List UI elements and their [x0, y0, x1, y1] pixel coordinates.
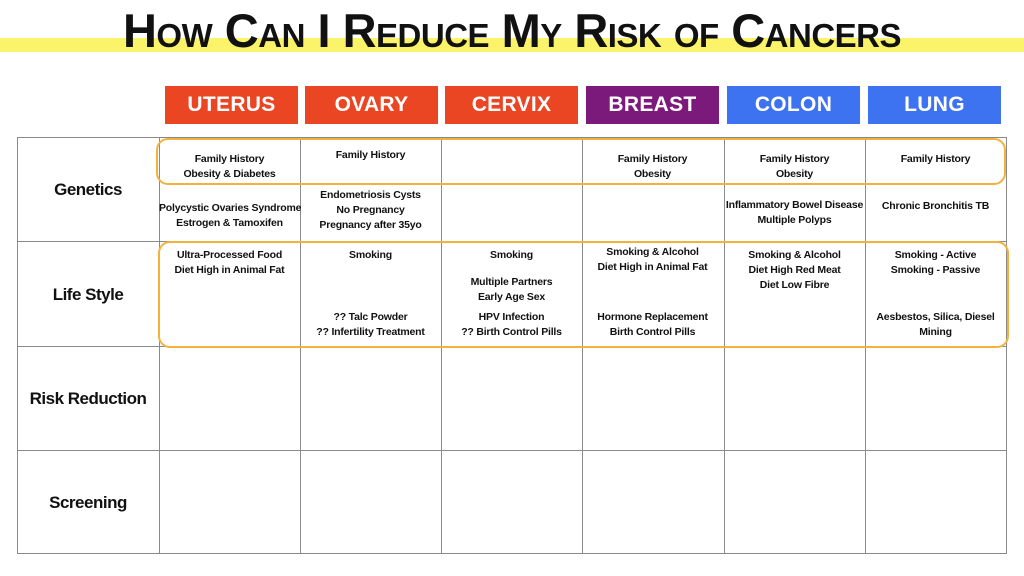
- column-divider: [865, 137, 866, 554]
- lifestyle-primary-ovary-cell: Smoking: [300, 248, 441, 263]
- risk-factor-text: Family History: [617, 153, 688, 165]
- risk-factor-text: Smoking: [349, 249, 392, 261]
- risk-factor-text: Diet Low Fibre: [759, 279, 830, 291]
- risk-factor-text: ?? Talc Powder: [333, 311, 408, 323]
- genetics-other-lung-cell: Chronic Bronchitis TB: [865, 199, 1006, 214]
- genetics-other-uterus-cell: Polycystic Ovaries Syndrome Estrogen & Ta…: [159, 201, 302, 231]
- genetics-highlight-oval: [156, 138, 1006, 185]
- lifestyle-primary-lung-cell: Smoking - Active Smoking - Passive: [865, 248, 1006, 278]
- risk-factor-text: Mining: [919, 326, 952, 338]
- row-label-life-style: Life Style: [52, 285, 124, 304]
- risk-factor-text: ?? Infertility Treatment: [316, 326, 425, 338]
- risk-table: [17, 137, 1007, 554]
- column-header-breast: BREAST: [586, 86, 719, 124]
- column-header-uterus: UTERUS: [165, 86, 298, 124]
- risk-factor-text: Family History: [194, 153, 265, 165]
- genetics-family-breast-cell: Family History Obesity: [582, 152, 723, 182]
- risk-factor-text: HPV Infection: [478, 311, 545, 323]
- column-header-cervix: CERVIX: [445, 86, 578, 124]
- risk-factor-text: Diet High in Animal Fat: [174, 264, 285, 276]
- genetics-family-colon-cell: Family History Obesity: [724, 152, 865, 182]
- lifestyle-primary-cervix-cell: Smoking: [441, 248, 582, 263]
- lifestyle-other-ovary-cell: ?? Talc Powder ?? Infertility Treatment: [300, 310, 441, 340]
- genetics-family-uterus-cell: Family History Obesity & Diabetes: [159, 152, 300, 182]
- row-divider: [17, 450, 1007, 451]
- risk-factor-text: Obesity & Diabetes: [183, 168, 276, 180]
- genetics-other-colon-cell: Inflammatory Bowel Disease Multiple Polyp…: [724, 198, 865, 228]
- lifestyle-primary-uterus-cell: Ultra-Processed Food Diet High in Animal …: [159, 248, 300, 278]
- risk-factor-text: Diet High in Animal Fat: [597, 261, 708, 273]
- column-header-colon: COLON: [727, 86, 860, 124]
- lifestyle-other-lung-cell: Aesbestos, Silica, Diesel Mining: [865, 310, 1006, 340]
- lifestyle-primary-breast-cell: Smoking & Alcohol Diet High in Animal Fat: [582, 245, 723, 275]
- risk-factor-text: Family History: [335, 149, 406, 161]
- risk-factor-text: Endometriosis Cysts: [320, 189, 421, 201]
- genetics-other-ovary-cell: Endometriosis Cysts No Pregnancy Pregnancy…: [300, 188, 441, 233]
- lifestyle-other-breast-cell: Hormone Replacement Birth Control Pills: [582, 310, 723, 340]
- lifestyle-secondary-cervix-cell: Multiple Partners Early Age Sex: [441, 275, 582, 305]
- lifestyle-other-cervix-cell: HPV Infection ?? Birth Control Pills: [441, 310, 582, 340]
- lifestyle-highlight-oval: [158, 241, 1009, 348]
- row-label-genetics: Genetics: [54, 180, 122, 199]
- risk-factor-text: Birth Control Pills: [609, 326, 696, 338]
- risk-factor-text: ?? Birth Control Pills: [461, 326, 562, 338]
- column-divider: [159, 137, 160, 554]
- risk-factor-text: Early Age Sex: [477, 291, 546, 303]
- risk-factor-text: Aesbestos, Silica, Diesel: [876, 311, 995, 323]
- risk-factor-text: Family History: [900, 153, 971, 165]
- risk-factor-text: Ultra-Processed Food: [176, 249, 283, 261]
- risk-factor-text: Smoking & Alcohol: [748, 249, 841, 261]
- risk-factor-text: Inflammatory Bowel Disease: [725, 199, 864, 211]
- risk-factor-text: Multiple Polyps: [757, 214, 832, 226]
- risk-factor-text: No Pregnancy: [336, 204, 405, 216]
- row-label-screening: Screening: [49, 493, 127, 512]
- column-divider: [300, 137, 301, 554]
- lifestyle-primary-colon-cell: Smoking & Alcohol Diet High Red Meat Diet …: [724, 248, 865, 293]
- column-header-ovary: OVARY: [305, 86, 438, 124]
- page-title: How Can I Reduce My Risk of Cancers: [122, 4, 902, 57]
- risk-factor-text: Diet High Red Meat: [748, 264, 841, 276]
- risk-factor-text: Chronic Bronchitis TB: [881, 200, 990, 212]
- column-divider: [441, 137, 442, 554]
- risk-factor-text: Smoking: [490, 249, 533, 261]
- risk-factor-text: Smoking & Alcohol: [606, 246, 699, 258]
- genetics-family-lung-cell: Family History: [865, 152, 1006, 167]
- risk-factor-text: Family History: [759, 153, 830, 165]
- column-header-lung: LUNG: [868, 86, 1001, 124]
- title-highlight: [0, 38, 1024, 52]
- row-label-risk-reduction: Risk Reduction: [29, 389, 147, 408]
- risk-factor-text: Hormone Replacement: [597, 311, 708, 323]
- risk-factor-text: Polycystic Ovaries Syndrome: [159, 202, 302, 214]
- risk-factor-text: Multiple Partners: [470, 276, 553, 288]
- risk-factor-text: Obesity: [775, 168, 814, 180]
- column-divider: [582, 137, 583, 554]
- column-divider: [724, 137, 725, 554]
- risk-factor-text: Estrogen & Tamoxifen: [176, 217, 283, 229]
- risk-factor-text: Smoking - Active: [894, 249, 977, 261]
- risk-factor-text: Pregnancy after 35yo: [319, 219, 422, 231]
- risk-factor-text: Smoking - Passive: [890, 264, 981, 276]
- genetics-family-ovary-cell: Family History: [300, 148, 441, 163]
- risk-factor-text: Obesity: [633, 168, 672, 180]
